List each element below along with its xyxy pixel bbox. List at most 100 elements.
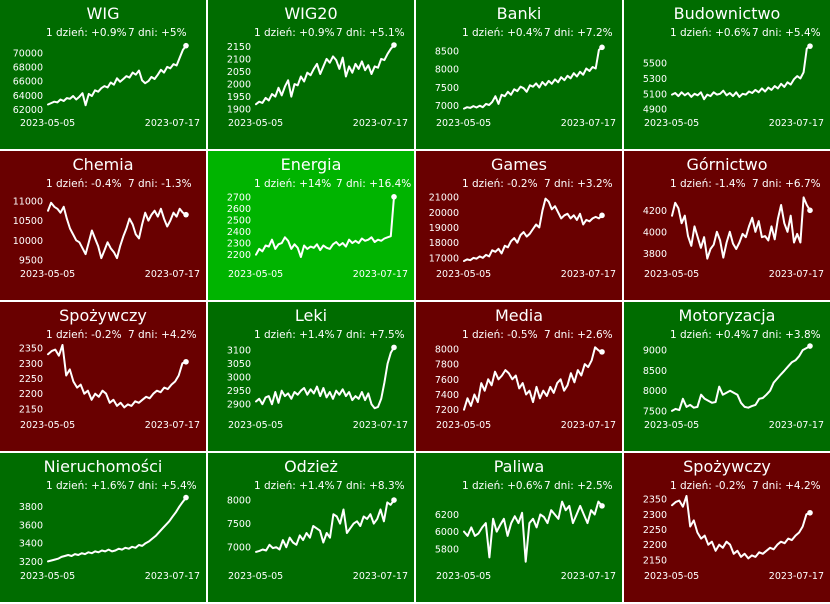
chart-title: Spożywczy <box>683 457 771 476</box>
y-tick-label: 9500 <box>19 256 43 267</box>
x-start-date: 2023-05-05 <box>644 118 700 129</box>
chart-panel: 9500 10000 10500 11000 Chemia 1 dzień: -0.4% 7… <box>0 151 206 300</box>
chart-panel: 2200 2300 2400 2500 2600 2700 Energia 1 dzień: … <box>208 151 414 300</box>
y-tick-label: 20000 <box>429 208 459 219</box>
y-tick-label: 2200 <box>19 389 43 400</box>
series-line <box>671 345 811 412</box>
y-tick-label: 2100 <box>227 54 251 65</box>
y-tick-label: 6200 <box>435 510 459 521</box>
chart-panel: 3800 4000 4200 Górnictwo 1 dzień: -1.4% 7 dni… <box>624 151 830 300</box>
last-point-marker <box>807 343 813 349</box>
chart-title: Budownictwo <box>673 4 781 23</box>
x-end-date: 2023-07-17 <box>144 571 200 582</box>
x-start-date: 2023-05-05 <box>228 571 284 582</box>
y-tick-label: 7600 <box>435 375 459 386</box>
series-line <box>463 346 603 411</box>
seven-day-change: 7 dni: +5.1% <box>336 27 405 39</box>
y-tick-label: 3100 <box>227 346 251 357</box>
last-point-marker <box>183 211 189 218</box>
x-start-date: 2023-05-05 <box>436 269 492 280</box>
x-start-date: 2023-05-05 <box>644 571 700 582</box>
x-end-date: 2023-07-17 <box>352 571 408 582</box>
x-end-date: 2023-07-17 <box>352 420 408 431</box>
seven-day-change: 7 dni: +8.3% <box>336 480 405 492</box>
one-day-change: 1 dzień: -0.5% <box>462 329 538 341</box>
y-tick-label: 7800 <box>435 360 459 371</box>
chart-panel: 62000 64000 66000 68000 70000 WIG 1 dzień: +0.… <box>0 0 206 149</box>
seven-day-change: 7 dni: +6.7% <box>752 178 821 190</box>
chart-title: Spożywczy <box>59 306 147 325</box>
one-day-change: 1 dzień: -1.4% <box>670 178 746 190</box>
x-end-date: 2023-07-17 <box>768 571 824 582</box>
one-day-change: 1 dzień: +14% <box>254 178 332 190</box>
one-day-change: 1 dzień: -0.2% <box>462 178 538 190</box>
last-point-marker <box>599 44 605 51</box>
y-tick-label: 4900 <box>643 105 667 116</box>
y-tick-label: 8000 <box>227 496 251 507</box>
series-line <box>255 499 395 553</box>
y-tick-label: 3400 <box>19 539 43 550</box>
y-tick-label: 8000 <box>435 344 459 355</box>
y-tick-label: 18000 <box>429 238 459 249</box>
y-tick-label: 2700 <box>227 192 251 203</box>
series-line <box>463 197 603 262</box>
chart-title: Motoryzacja <box>678 306 776 325</box>
seven-day-change: 7 dni: +5.4% <box>128 480 197 492</box>
series-line <box>463 46 603 110</box>
chart-svg: 17000 18000 19000 20000 21000 <box>429 193 605 264</box>
y-tick-label: 5100 <box>643 89 667 100</box>
y-tick-label: 2350 <box>643 495 667 506</box>
y-tick-label: 8500 <box>435 46 459 57</box>
y-tick-label: 10500 <box>13 216 43 227</box>
y-tick-label: 64000 <box>13 91 43 102</box>
seven-day-change: 7 dni: +4.2% <box>752 480 821 492</box>
y-tick-label: 2300 <box>643 510 667 521</box>
seven-day-change: 7 dni: +7.5% <box>336 329 405 341</box>
last-point-marker <box>183 42 189 49</box>
series-line <box>671 196 811 260</box>
chart-svg: 2150 2200 2250 2300 2350 <box>19 344 189 415</box>
last-point-marker <box>183 358 189 365</box>
y-tick-label: 5300 <box>643 74 667 85</box>
chart-svg: 5800 6000 6200 <box>435 500 605 563</box>
series-line <box>463 500 603 563</box>
one-day-change: 1 dzień: +0.9% <box>254 27 335 39</box>
one-day-change: 1 dzień: -0.2% <box>670 480 746 492</box>
y-tick-label: 1900 <box>227 105 251 116</box>
chart-svg: 3800 4000 4200 <box>643 196 813 260</box>
y-tick-label: 70000 <box>13 48 43 59</box>
one-day-change: 1 dzień: +1.4% <box>254 480 335 492</box>
chart-title: Media <box>494 306 544 325</box>
x-start-date: 2023-05-05 <box>228 420 284 431</box>
x-end-date: 2023-07-17 <box>144 420 200 431</box>
x-end-date: 2023-07-17 <box>768 269 824 280</box>
x-start-date: 2023-05-05 <box>436 420 492 431</box>
chart-svg: 9500 10000 10500 11000 <box>13 196 189 267</box>
series-line <box>671 495 811 560</box>
seven-day-change: 7 dni: +4.2% <box>128 329 197 341</box>
y-tick-label: 2150 <box>19 404 43 415</box>
x-start-date: 2023-05-05 <box>644 269 700 280</box>
y-tick-label: 3800 <box>643 249 667 260</box>
y-tick-label: 6000 <box>435 527 459 538</box>
chart-panel: 5800 6000 6200 Paliwa 1 dzień: +0.6% 7 dni: +… <box>416 453 622 602</box>
chart-panel: 7500 8000 8500 9000 Motoryzacja 1 dzień: +0.4… <box>624 302 830 451</box>
last-point-marker <box>807 207 813 214</box>
one-day-change: 1 dzień: +0.6% <box>670 27 751 39</box>
x-end-date: 2023-07-17 <box>352 118 408 129</box>
y-tick-label: 2900 <box>227 400 251 411</box>
y-tick-label: 2150 <box>227 42 251 53</box>
y-tick-label: 10000 <box>13 236 43 247</box>
seven-day-change: 7 dni: +2.6% <box>544 329 613 341</box>
y-tick-label: 17000 <box>429 253 459 264</box>
y-tick-label: 3200 <box>19 557 43 568</box>
y-tick-label: 7500 <box>643 406 667 417</box>
seven-day-change: 7 dni: +3.8% <box>752 329 821 341</box>
y-tick-label: 8500 <box>643 366 667 377</box>
x-start-date: 2023-05-05 <box>20 571 76 582</box>
y-tick-label: 8000 <box>643 386 667 397</box>
x-start-date: 2023-05-05 <box>436 571 492 582</box>
one-day-change: 1 dzień: -0.4% <box>46 178 122 190</box>
